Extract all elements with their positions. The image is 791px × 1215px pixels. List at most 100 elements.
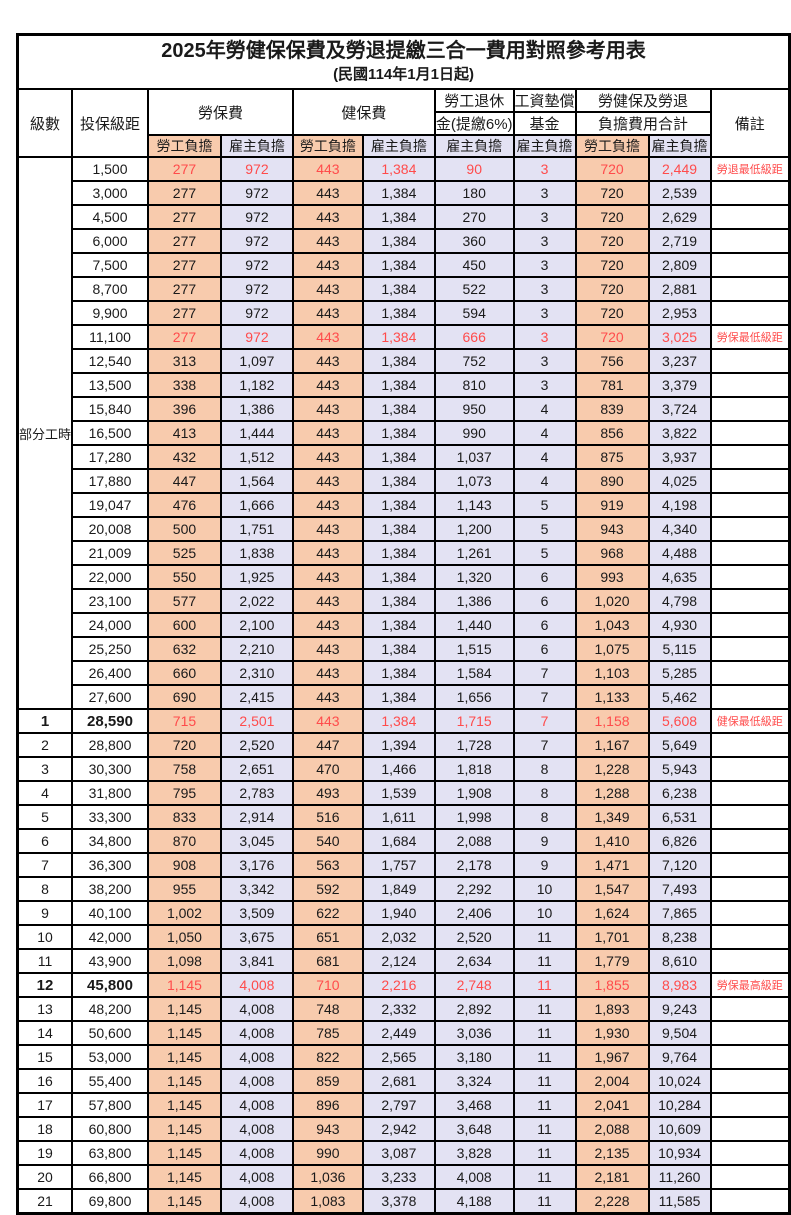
value-cell: 4,008 xyxy=(219,1068,294,1094)
bracket-cell: 50,600 xyxy=(71,1020,149,1046)
subheader-employee: 勞工負擔 xyxy=(146,134,222,158)
value-cell: 6 xyxy=(512,636,577,662)
value-cell: 4 xyxy=(512,444,577,470)
bracket-cell: 24,000 xyxy=(71,612,149,638)
value-cell: 2,100 xyxy=(219,612,294,638)
value-cell: 470 xyxy=(291,756,364,782)
value-cell: 2,415 xyxy=(219,684,294,710)
value-cell: 720 xyxy=(574,276,650,302)
col-header-total-line1: 勞健保及勞退 xyxy=(574,88,712,113)
value-cell: 396 xyxy=(146,396,222,422)
value-cell: 1,611 xyxy=(361,804,436,830)
value-cell: 3,180 xyxy=(433,1044,515,1070)
value-cell: 972 xyxy=(219,252,294,278)
value-cell: 3 xyxy=(512,252,577,278)
value-cell: 1,288 xyxy=(574,780,650,806)
bracket-cell: 1,500 xyxy=(71,156,149,182)
bracket-cell: 19,047 xyxy=(71,492,149,518)
value-cell: 525 xyxy=(146,540,222,566)
value-cell: 3 xyxy=(512,276,577,302)
value-cell: 1,701 xyxy=(574,924,650,950)
value-cell: 2,210 xyxy=(219,636,294,662)
bracket-cell: 33,300 xyxy=(71,804,149,830)
table-row: 4,500 277 972 443 1,384 270 3 720 2,629 xyxy=(18,204,791,230)
value-cell: 1,855 xyxy=(574,972,650,998)
value-cell: 1,384 xyxy=(361,396,436,422)
value-cell: 2,124 xyxy=(361,948,436,974)
value-cell: 7,865 xyxy=(647,900,712,926)
bracket-cell: 43,900 xyxy=(71,948,149,974)
value-cell: 3 xyxy=(512,372,577,398)
value-cell: 859 xyxy=(291,1068,364,1094)
value-cell: 443 xyxy=(291,228,364,254)
value-cell: 11 xyxy=(512,1164,577,1190)
value-cell: 2,629 xyxy=(647,204,712,230)
table-row: 16 55,400 1,145 4,008 859 2,681 3,324 11 2,004 10… xyxy=(16,1068,791,1094)
value-cell: 2,634 xyxy=(433,948,515,974)
note-cell xyxy=(709,180,791,206)
value-cell: 11 xyxy=(512,1116,577,1142)
value-cell: 2,406 xyxy=(433,900,515,926)
table-row: 11 43,900 1,098 3,841 681 2,124 2,634 11 1,779 8,… xyxy=(16,948,791,974)
table-row: 27,600 690 2,415 443 1,384 1,656 7 1,133 5,462 xyxy=(18,684,791,710)
table-row: 15 53,000 1,145 4,008 822 2,565 3,180 11 1,967 9,… xyxy=(16,1044,791,1070)
value-cell: 10,284 xyxy=(647,1092,712,1118)
value-cell: 413 xyxy=(146,420,222,446)
bracket-cell: 21,009 xyxy=(71,540,149,566)
value-cell: 4,188 xyxy=(433,1188,515,1215)
value-cell: 2,449 xyxy=(647,156,712,182)
note-cell xyxy=(709,204,791,230)
note-cell xyxy=(709,828,791,854)
value-cell: 972 xyxy=(219,276,294,302)
value-cell: 1,145 xyxy=(146,1188,222,1215)
note-cell xyxy=(709,444,791,470)
value-cell: 3,025 xyxy=(647,324,712,350)
bracket-cell: 40,100 xyxy=(71,900,149,926)
value-cell: 11 xyxy=(512,1044,577,1070)
value-cell: 1,043 xyxy=(574,612,650,638)
value-cell: 3,379 xyxy=(647,372,712,398)
value-cell: 1,145 xyxy=(146,972,222,998)
value-cell: 443 xyxy=(291,612,364,638)
table-row: 8 38,200 955 3,342 592 1,849 2,292 10 1,547 7,493 xyxy=(16,876,791,902)
table-row: 19,047 476 1,666 443 1,384 1,143 5 919 4,198 xyxy=(18,492,791,518)
value-cell: 972 xyxy=(219,180,294,206)
value-cell: 1,818 xyxy=(433,756,515,782)
value-cell: 1,930 xyxy=(574,1020,650,1046)
value-cell: 4,008 xyxy=(219,972,294,998)
value-cell: 1,145 xyxy=(146,1092,222,1118)
table-row: 3,000 277 972 443 1,384 180 3 720 2,539 xyxy=(18,180,791,206)
value-cell: 432 xyxy=(146,444,222,470)
value-cell: 968 xyxy=(574,540,650,566)
reference-sheet: 2025年勞健保保費及勞退提繳三合一費用對照參考用表 (民國114年1月1日起)… xyxy=(16,33,791,1215)
value-cell: 990 xyxy=(433,420,515,446)
value-cell: 270 xyxy=(433,204,515,230)
level-cell: 6 xyxy=(16,828,74,854)
col-header-pension-line1: 勞工退休 xyxy=(433,88,515,113)
value-cell: 11 xyxy=(512,948,577,974)
bracket-cell: 63,800 xyxy=(71,1140,149,1166)
bracket-cell: 17,280 xyxy=(71,444,149,470)
value-cell: 720 xyxy=(574,300,650,326)
value-cell: 2,041 xyxy=(574,1092,650,1118)
col-header-pension-line2: 金(提繳6%) xyxy=(433,111,515,136)
table-row: 24,000 600 2,100 443 1,384 1,440 6 1,043 4,930 xyxy=(18,612,791,638)
value-cell: 3,468 xyxy=(433,1092,515,1118)
value-cell: 1,384 xyxy=(361,540,436,566)
value-cell: 277 xyxy=(146,324,222,350)
value-cell: 795 xyxy=(146,780,222,806)
value-cell: 277 xyxy=(146,156,222,182)
level-cell: 19 xyxy=(16,1140,74,1166)
level-cell: 17 xyxy=(16,1092,74,1118)
bracket-cell: 26,400 xyxy=(71,660,149,686)
value-cell: 1,036 xyxy=(291,1164,364,1190)
value-cell: 660 xyxy=(146,660,222,686)
bracket-cell: 3,000 xyxy=(71,180,149,206)
level-cell: 10 xyxy=(16,924,74,950)
bracket-cell: 55,400 xyxy=(71,1068,149,1094)
value-cell: 10 xyxy=(512,900,577,926)
value-cell: 443 xyxy=(291,204,364,230)
value-cell: 4,340 xyxy=(647,516,712,542)
page-title: 2025年勞健保保費及勞退提繳三合一費用對照參考用表 xyxy=(161,40,646,62)
note-cell xyxy=(709,420,791,446)
